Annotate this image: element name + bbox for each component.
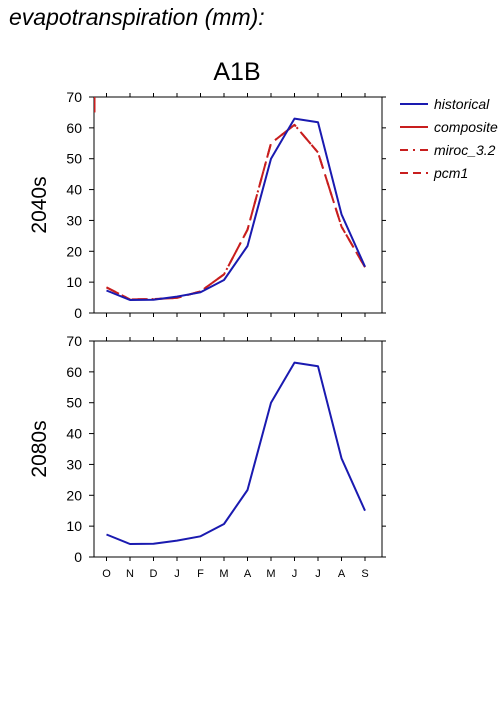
y-tick-label: 70 [66, 333, 82, 349]
x-tick-label: J [315, 568, 321, 580]
x-tick-label: A [244, 568, 252, 580]
y-tick-label: 10 [66, 518, 82, 534]
plot-frame [93, 340, 383, 558]
x-tick-label: O [102, 568, 111, 580]
y-tick-label: 60 [66, 120, 82, 136]
legend-label: pcm1 [433, 165, 468, 181]
x-tick-label: S [361, 568, 368, 580]
y-tick-label: 30 [66, 456, 82, 472]
x-tick-label: M [219, 568, 228, 580]
y-tick-label: 70 [66, 89, 82, 105]
y-tick-label: 0 [74, 305, 82, 321]
y-tick-label: 20 [66, 487, 82, 503]
y-tick-label: 10 [66, 274, 82, 290]
y-tick-label: 40 [66, 426, 82, 442]
plot-frame [93, 96, 383, 314]
series-line-historical [106, 117, 366, 301]
y-axis-label: 2080s [28, 420, 51, 477]
x-tick-label: J [292, 568, 298, 580]
y-tick-label: 30 [66, 212, 82, 228]
page-title: evapotranspiration (mm): [9, 4, 265, 30]
series-line-pcm1 [106, 123, 366, 301]
y-axis-label: 2040s [28, 176, 51, 233]
x-tick-label: M [266, 568, 275, 580]
x-tick-label: F [197, 568, 204, 580]
y-tick-label: 40 [66, 182, 82, 198]
series-line-historical [106, 361, 366, 545]
legend: historical composite miroc_3.2 pcm1 [400, 96, 498, 181]
y-tick-label: 60 [66, 364, 82, 380]
legend-label: historical [434, 96, 490, 112]
x-tick-label: A [338, 568, 346, 580]
y-tick-label: 50 [66, 151, 82, 167]
x-tick-label: J [174, 568, 180, 580]
panel-2040s: 0 10 20 30 40 50 60 70 2040s [28, 89, 386, 321]
legend-label: composite [434, 119, 498, 135]
y-tick-label: 50 [66, 395, 82, 411]
x-tick-label: D [150, 568, 158, 580]
y-tick-label: 0 [74, 549, 82, 565]
scenario-title: A1B [213, 58, 260, 86]
x-tick-label: N [126, 568, 134, 580]
y-tick-label: 20 [66, 243, 82, 259]
panel-2080s: 0 10 20 30 40 50 60 70 O N D J F M A M J J A S 2080s [28, 333, 386, 580]
legend-label: miroc_3.2 [434, 142, 496, 158]
